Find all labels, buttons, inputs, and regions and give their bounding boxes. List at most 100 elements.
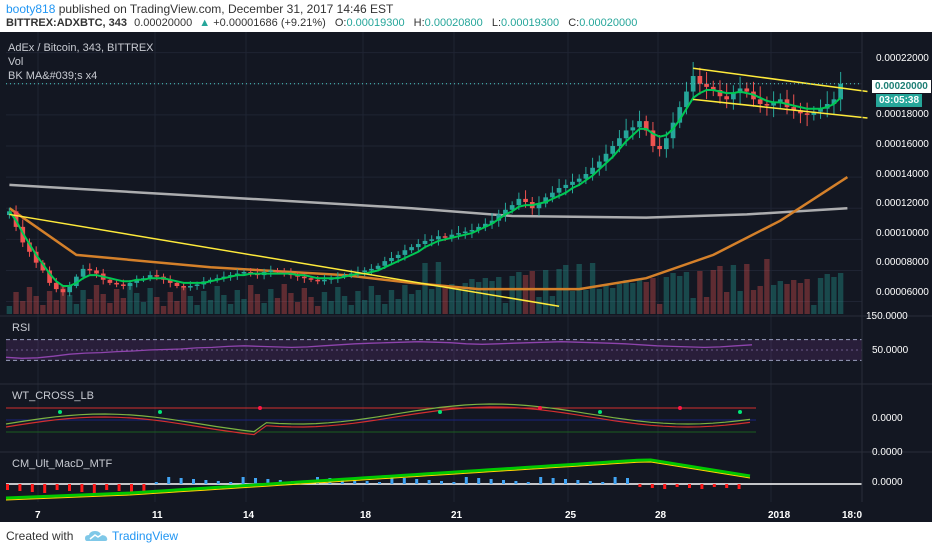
volume-bar: [180, 287, 187, 314]
wt-cross-dot: [538, 406, 542, 410]
macd-histogram-bar: [43, 484, 47, 493]
macd-histogram-bar: [539, 477, 543, 484]
volume-bar: [248, 285, 254, 314]
candle-body: [188, 286, 193, 288]
volume-bar: [368, 286, 375, 314]
volume-bar: [737, 291, 743, 314]
author-link[interactable]: booty818: [6, 2, 56, 16]
volume-bar: [160, 306, 167, 314]
rsi-pane-title: RSI: [12, 322, 31, 334]
volume-bar: [516, 272, 522, 314]
open-label: O:: [334, 17, 347, 29]
candle-body: [777, 99, 783, 103]
macd-histogram-bar: [601, 482, 605, 484]
volume-bar: [402, 285, 408, 314]
chart-area[interactable]: AdEx / Bitcoin, 343, BITTREX Vol BK MA&#…: [0, 32, 932, 522]
ma-indicator-label: BK MA&#039;s x4: [8, 70, 98, 82]
candle-body: [462, 231, 468, 234]
volume-bar: [455, 287, 462, 314]
candle-body: [509, 205, 515, 210]
rsi-pane-plot[interactable]: [5, 339, 862, 361]
x-tick-label: 7: [35, 510, 41, 521]
chart-canvas[interactable]: [0, 32, 932, 522]
candle-body: [610, 146, 616, 154]
volume-bar: [817, 278, 824, 314]
wt-cross-dot: [598, 410, 602, 414]
candle-body: [697, 76, 703, 84]
macd-histogram-bar: [117, 484, 121, 491]
pane-separators: [0, 32, 932, 502]
volume-bar: [804, 279, 810, 314]
candle-body: [107, 279, 113, 283]
volume-bar: [643, 282, 649, 314]
candle-body: [684, 91, 689, 108]
candle-body: [127, 282, 133, 286]
volume-bar: [703, 297, 710, 314]
volume-bar: [328, 301, 334, 314]
volume-bar: [107, 303, 113, 314]
created-with-label: Created with: [6, 529, 74, 543]
macd-histogram-bar: [675, 484, 679, 487]
volume-bar: [670, 273, 676, 314]
macd-histogram-bar: [464, 477, 468, 484]
bar-countdown-tag: 03:05:38: [876, 94, 923, 107]
volume-bar: [623, 280, 629, 314]
volume-bar: [616, 284, 623, 314]
candle-body: [576, 178, 582, 182]
candle-body: [369, 268, 374, 271]
candle-body: [308, 278, 314, 280]
volume-bar: [127, 284, 133, 314]
macd-pane-plot[interactable]: [5, 458, 862, 501]
rsi-line: [5, 341, 753, 359]
volume-bar: [683, 272, 690, 314]
candle-body: [771, 102, 776, 106]
volume-bar: [603, 285, 609, 314]
macd-histogram-bar: [353, 480, 357, 484]
volume-bar: [610, 288, 616, 314]
rsi-upper-tick: 150.0000: [866, 311, 908, 322]
volume-bar: [335, 287, 341, 314]
candle-body: [241, 272, 247, 274]
volume-bar: [408, 294, 415, 314]
symbol-label: BITTREX:ADXBTC, 343: [6, 17, 128, 29]
volume-bar: [207, 300, 214, 314]
candle-body: [791, 107, 797, 111]
candle-body: [818, 108, 823, 112]
volume-bar: [167, 292, 173, 314]
wt2-line: [5, 406, 751, 436]
candle-body: [415, 244, 421, 248]
volume-bar: [147, 288, 153, 314]
candle-body: [40, 262, 46, 271]
main-pane-plot[interactable]: [6, 61, 868, 314]
candle-body: [469, 230, 475, 232]
candle-body: [798, 110, 803, 114]
candle-body: [436, 236, 441, 240]
candle-body: [550, 192, 555, 198]
candle-body: [583, 174, 589, 179]
candle-body: [556, 188, 562, 193]
candle-body: [704, 83, 709, 87]
x-tick-label: 21: [451, 510, 463, 521]
tradingview-logo-icon[interactable]: [84, 528, 110, 544]
candle-body: [717, 90, 723, 97]
volume-bar: [797, 283, 804, 314]
wt-pane-plot[interactable]: [5, 403, 756, 436]
candle-body: [657, 146, 662, 150]
volume-bar: [268, 289, 274, 314]
macd-histogram-bar: [576, 480, 580, 484]
macd-histogram-bar: [402, 478, 406, 484]
tradingview-brand-link[interactable]: TradingView: [112, 529, 179, 543]
volume-bar: [288, 293, 294, 314]
macd-histogram-bar: [154, 482, 158, 484]
candle-body: [268, 270, 274, 272]
macd-histogram-bar: [613, 477, 617, 484]
change-up-icon: ▲: [199, 17, 211, 29]
volume-bar: [690, 298, 696, 314]
candle-body: [744, 88, 750, 92]
candle-body: [315, 279, 321, 282]
ma-mid-line: [8, 176, 849, 291]
candle-body: [87, 268, 93, 271]
macd-histogram-bar: [737, 484, 741, 489]
candle-body: [643, 121, 649, 131]
x-tick-label: 11: [152, 510, 163, 521]
